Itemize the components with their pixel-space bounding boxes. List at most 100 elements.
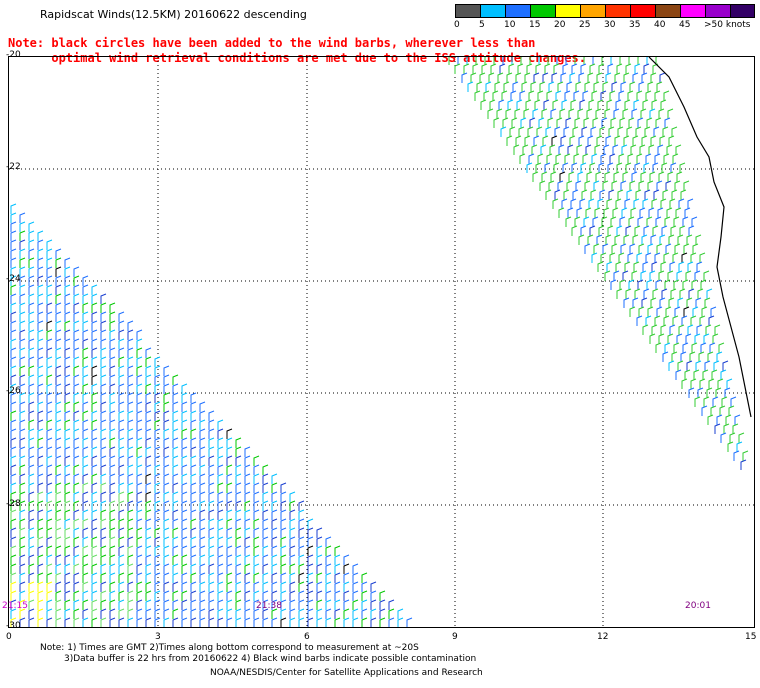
wind-barb	[669, 198, 676, 209]
wind-barb	[118, 428, 125, 439]
wind-barb	[280, 581, 287, 592]
wind-barb	[37, 257, 44, 268]
wind-barb	[91, 392, 98, 403]
wind-barb	[127, 365, 134, 376]
wind-barb	[64, 446, 71, 457]
wind-barb	[118, 482, 125, 493]
wind-barb	[82, 293, 89, 304]
wind-barb	[388, 608, 395, 619]
wind-barb	[253, 590, 260, 601]
wind-barb	[46, 599, 53, 610]
wind-barb	[208, 617, 215, 627]
wind-barb	[100, 518, 107, 529]
wind-barb	[199, 473, 206, 484]
wind-barb	[82, 329, 89, 340]
wind-barb	[582, 153, 589, 164]
wind-barb	[64, 617, 71, 627]
wind-barb	[91, 491, 98, 502]
wind-barb	[623, 234, 630, 245]
wind-barb	[37, 464, 44, 475]
wind-barb	[73, 455, 80, 466]
wind-barb	[28, 338, 35, 349]
wind-barb	[181, 581, 188, 592]
wind-barb	[650, 135, 657, 146]
wind-barb	[597, 198, 604, 209]
wind-barb	[244, 572, 251, 583]
wind-barb	[703, 396, 710, 407]
wind-barb	[631, 270, 638, 281]
wind-barb	[633, 99, 640, 110]
wind-barb	[629, 306, 636, 317]
wind-barb	[649, 270, 656, 281]
wind-barb	[226, 500, 233, 511]
wind-barb	[651, 261, 658, 272]
wind-barb	[190, 581, 197, 592]
wind-barb	[109, 500, 116, 511]
wind-barb	[588, 198, 595, 209]
wind-barb	[37, 374, 44, 385]
wind-barb	[637, 117, 644, 128]
wind-barb	[37, 248, 44, 259]
wind-barb	[615, 99, 622, 110]
wind-barb	[28, 311, 35, 322]
wind-barb	[695, 234, 702, 245]
wind-barb	[626, 189, 633, 200]
wind-barb	[37, 320, 44, 331]
wind-barb	[619, 57, 622, 65]
wind-barb	[719, 405, 726, 416]
wind-barb	[127, 320, 134, 331]
wind-barb	[650, 234, 657, 245]
wind-barb	[289, 554, 296, 565]
wind-barb	[19, 275, 26, 286]
wind-barb	[334, 599, 341, 610]
wind-barb	[706, 288, 713, 299]
wind-barb	[46, 455, 53, 466]
wind-barb	[645, 252, 652, 263]
wind-barb	[136, 518, 143, 529]
wind-barb	[145, 536, 152, 547]
wind-barb	[136, 401, 143, 412]
wind-barb	[73, 275, 80, 286]
wind-barb	[28, 356, 35, 367]
wind-barb	[217, 446, 224, 457]
wind-barb	[37, 473, 44, 484]
wind-barb	[687, 198, 694, 209]
wind-barb	[557, 81, 564, 92]
wind-barb	[127, 419, 134, 430]
wind-barb	[118, 365, 125, 376]
wind-barb	[665, 180, 672, 191]
wind-barb	[579, 198, 586, 209]
wind-barb	[636, 252, 643, 263]
wind-barb	[668, 135, 675, 146]
wind-barb	[199, 446, 206, 457]
wind-barb	[584, 180, 591, 191]
wind-barb	[181, 473, 188, 484]
wind-barb	[127, 491, 134, 502]
footer-credit: NOAA/NESDIS/Center for Satellite Applica…	[210, 668, 483, 678]
wind-barb	[627, 252, 634, 263]
wind-barb	[91, 482, 98, 493]
wind-barb	[576, 144, 583, 155]
wind-barb	[19, 500, 26, 511]
wind-barb	[555, 90, 562, 101]
wind-barb	[226, 581, 233, 592]
wind-barb	[280, 572, 287, 583]
wind-barb	[46, 527, 53, 538]
wind-barb	[307, 581, 314, 592]
wind-barb	[181, 545, 188, 556]
y-label-24: -24	[6, 274, 21, 284]
wind-barb	[623, 72, 630, 83]
wind-barb	[253, 572, 260, 583]
wind-barb	[190, 482, 197, 493]
wind-barb	[638, 306, 645, 317]
wind-barb	[253, 509, 260, 520]
wind-barb	[73, 608, 80, 619]
wind-barb	[46, 608, 53, 619]
wind-barb	[46, 464, 53, 475]
wind-barb	[253, 536, 260, 547]
wind-barb	[738, 432, 745, 443]
wind-barb	[580, 162, 587, 173]
wind-barb	[590, 189, 597, 200]
colorbar-label: 30	[604, 20, 616, 30]
wind-barb	[406, 617, 413, 627]
